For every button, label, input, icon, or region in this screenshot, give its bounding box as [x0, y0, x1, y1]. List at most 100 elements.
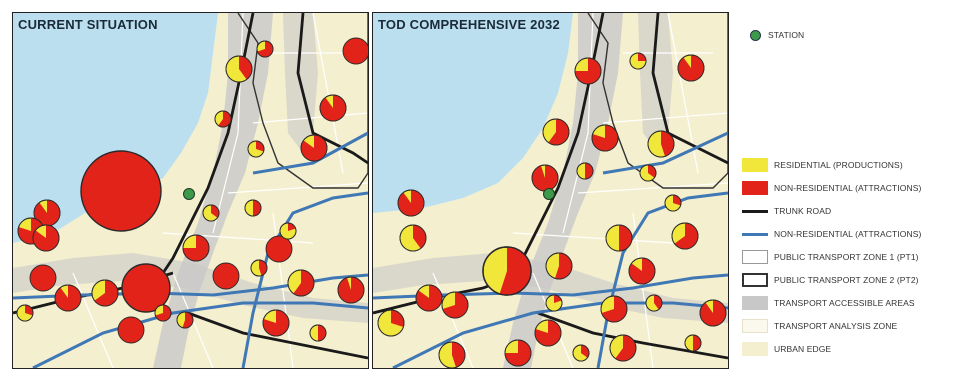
pie-slice-non-residential — [531, 165, 558, 192]
legend-item-ptz1: PUBLIC TRANSPORT ZONE 1 (PT1) — [742, 248, 919, 266]
pie-slice-non-residential — [257, 41, 273, 57]
legend-item-residential: RESIDENTIAL (PRODUCTIONS) — [742, 156, 903, 174]
sea-area — [373, 13, 573, 213]
pie-symbol — [80, 150, 162, 232]
public-transport-zone-2 — [587, 13, 728, 189]
pie-slice-non-residential — [505, 340, 531, 366]
pie-symbol — [265, 235, 293, 263]
public-transport-zone-2 — [237, 13, 368, 189]
pie-outline — [504, 339, 532, 367]
pie-outline — [319, 94, 347, 122]
pie-slice-non-residential — [259, 260, 268, 276]
pie-slice-non-residential — [629, 258, 655, 284]
pie-slice-non-residential — [155, 305, 171, 321]
pie-slice-non-residential — [253, 200, 261, 216]
pie-outline — [287, 269, 315, 297]
pie-outline — [545, 294, 563, 312]
legend-label-analysis-zone: TRANSPORT ANALYSIS ZONE — [774, 321, 898, 331]
legend-item-urban-edge: URBAN EDGE — [742, 340, 831, 358]
pie-symbol — [342, 37, 368, 65]
pie-outline — [397, 189, 425, 217]
pie-slice-non-residential — [416, 285, 442, 312]
pie-symbol — [29, 264, 57, 292]
legend-label-non-residential: NON-RESIDENTIAL (ATTRACTIONS) — [774, 183, 922, 193]
pie-slice-non-residential — [182, 312, 193, 328]
pie-slice-non-residential — [413, 225, 426, 249]
accessible-swatch — [742, 296, 768, 310]
pie-outline — [534, 319, 562, 347]
panel-title-current: CURRENT SITUATION — [18, 17, 158, 32]
pie-slice-non-residential — [32, 225, 59, 252]
pie-outline — [337, 276, 365, 304]
route-swatch — [742, 232, 768, 236]
pie-slice-non-residential — [615, 335, 636, 361]
pie-slice-non-residential — [673, 195, 681, 206]
analysis-zone-swatch — [742, 319, 768, 333]
pie-slice-non-residential — [256, 141, 264, 152]
pie-outline — [415, 284, 443, 312]
pie-slice-non-residential — [554, 253, 572, 279]
pie-outline — [576, 162, 594, 180]
pie-outline — [645, 294, 663, 312]
pie-outline — [647, 130, 675, 158]
legend-label-ptz1: PUBLIC TRANSPORT ZONE 1 (PT1) — [774, 252, 919, 262]
pie-outline — [225, 55, 253, 83]
pie-outline — [482, 246, 532, 296]
pie-slice-non-residential — [218, 111, 231, 127]
non-residential-routes — [13, 131, 368, 368]
pie-outline — [677, 54, 705, 82]
pie-symbol — [212, 262, 240, 290]
legend-item-station: STATION — [742, 26, 804, 44]
station-marker — [543, 188, 555, 200]
legend-label-route: NON-RESIDENTIAL (ATTRACTIONS) — [774, 229, 922, 239]
pie-slice-non-residential — [34, 200, 61, 226]
map-panel-tod-2032: TOD COMPREHENSIVE 2032 — [372, 12, 729, 369]
ptz2-swatch — [742, 273, 768, 287]
pie-outline — [300, 134, 328, 162]
legend-label-station: STATION — [768, 30, 805, 40]
pie-outline — [684, 334, 702, 352]
pie-outline — [438, 341, 466, 368]
pie-slice-non-residential — [548, 119, 569, 145]
pie-slice-non-residential — [592, 125, 618, 151]
pie-slice-non-residential — [674, 222, 698, 249]
pie-outline — [441, 291, 469, 319]
pie-slice-non-residential — [452, 342, 466, 368]
pie-outline — [16, 304, 34, 322]
legend-item-route: NON-RESIDENTIAL (ATTRACTIONS) — [742, 225, 921, 243]
pie-slice-non-residential — [693, 335, 701, 351]
pie-slice-non-residential — [288, 223, 296, 231]
pie-outline — [377, 309, 405, 337]
legend-label-ptz2: PUBLIC TRANSPORT ZONE 2 (PT2) — [774, 275, 919, 285]
pie-outline — [91, 279, 119, 307]
symbol-layer-current — [16, 37, 368, 344]
pie-slice-non-residential — [293, 270, 315, 297]
pie-slice-non-residential — [619, 225, 632, 251]
pie-outline — [214, 110, 232, 128]
pie-outline — [628, 257, 656, 285]
pie-outline — [176, 311, 194, 329]
pie-slice-non-residential — [391, 310, 404, 328]
map-current-situation — [13, 13, 368, 368]
pie-outline — [542, 118, 570, 146]
legend-item-ptz2: PUBLIC TRANSPORT ZONE 2 (PT2) — [742, 271, 919, 289]
pie-slice-non-residential — [661, 131, 674, 157]
pie-slice-non-residential — [398, 190, 424, 217]
pie-outline — [572, 344, 590, 362]
pie-outline — [182, 234, 210, 262]
pie-slice-non-residential — [337, 277, 364, 303]
pie-slice-non-residential — [239, 56, 252, 80]
pie-slice-non-residential — [94, 280, 119, 306]
pie-slice-non-residential — [183, 235, 209, 261]
pie-slice-non-residential — [700, 300, 726, 326]
pie-slice-non-residential — [499, 246, 531, 295]
pie-outline — [639, 164, 657, 182]
non-residential-swatch — [742, 181, 768, 195]
legend-label-urban-edge: URBAN EDGE — [774, 344, 832, 354]
sea-area — [13, 13, 218, 243]
symbol-layer-tod — [377, 52, 727, 368]
legend-item-trunk-road: TRUNK ROAD — [742, 202, 831, 220]
pie-slice-non-residential — [678, 55, 704, 81]
non-residential-routes — [373, 131, 728, 368]
pie-outline — [600, 295, 628, 323]
